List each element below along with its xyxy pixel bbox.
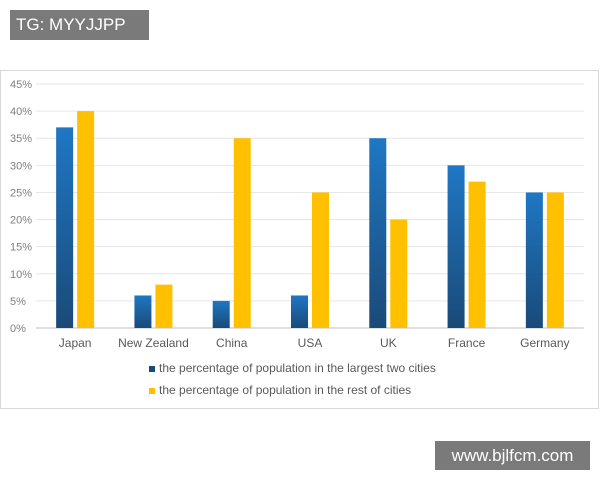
bar-largest-two-cities <box>134 295 152 328</box>
bar-largest-two-cities <box>212 300 230 328</box>
bar-largest-two-cities <box>525 192 543 328</box>
legend: the percentage of population in the larg… <box>149 361 436 397</box>
x-category-label: France <box>448 336 486 350</box>
bar-rest-of-cities <box>77 111 95 328</box>
bar-largest-two-cities <box>56 127 74 328</box>
y-tick-label: 15% <box>10 242 32 254</box>
y-tick-label: 40% <box>10 106 32 118</box>
bar-rest-of-cities <box>468 181 486 328</box>
x-axis-categories: Japan New Zealand China USA UK France Germany <box>59 336 570 350</box>
y-tick-label: 10% <box>10 269 32 281</box>
y-tick-label: 5% <box>10 296 26 308</box>
y-tick-label: 0% <box>10 323 26 335</box>
legend-swatch <box>149 388 155 394</box>
bar-largest-two-cities <box>447 165 465 328</box>
y-axis-ticks: 0% 5% 10% 15% 20% 25% 30% 35% 40% 45% <box>10 79 32 335</box>
watermark-bottom: www.bjlfcm.com <box>435 441 590 470</box>
bar-rest-of-cities <box>390 219 408 328</box>
x-category-label: New Zealand <box>118 336 189 350</box>
bar-rest-of-cities <box>312 192 329 328</box>
x-category-label: USA <box>298 336 323 350</box>
bar-largest-two-cities <box>291 295 308 328</box>
y-tick-label: 25% <box>10 187 32 199</box>
bar-rest-of-cities <box>546 192 564 328</box>
legend-label: the percentage of population in the larg… <box>159 361 436 375</box>
y-tick-label: 20% <box>10 215 32 227</box>
bar-rest-of-cities <box>155 284 173 328</box>
x-category-label: UK <box>380 336 397 350</box>
bars <box>56 111 564 328</box>
x-category-label: Japan <box>59 336 92 350</box>
x-category-label: Germany <box>520 336 569 350</box>
watermark-top: TG: MYYJJPP <box>10 10 149 40</box>
grid-lines <box>36 83 584 329</box>
y-tick-label: 35% <box>10 133 32 145</box>
legend-label: the percentage of population in the rest… <box>159 383 411 397</box>
bar-largest-two-cities <box>369 138 387 328</box>
chart-frame <box>0 70 599 409</box>
legend-swatch <box>149 366 155 372</box>
y-tick-label: 45% <box>10 79 32 91</box>
bar-rest-of-cities <box>233 138 251 328</box>
x-category-label: China <box>216 336 248 350</box>
y-tick-label: 30% <box>10 160 32 172</box>
